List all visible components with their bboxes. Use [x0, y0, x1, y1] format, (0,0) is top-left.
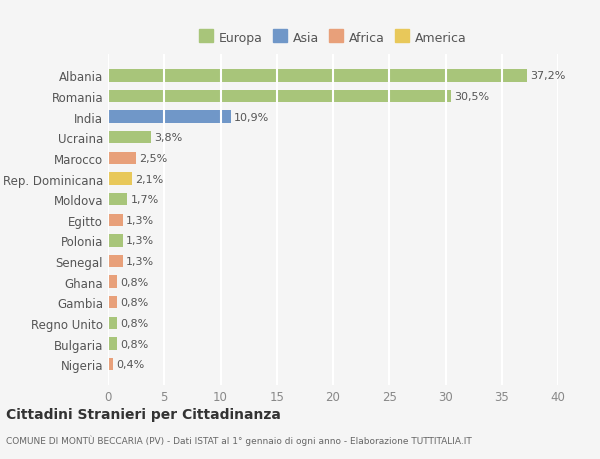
Text: 0,8%: 0,8% [121, 339, 149, 349]
Legend: Europa, Asia, Africa, America: Europa, Asia, Africa, America [196, 28, 470, 49]
Bar [108, 317, 117, 330]
Text: 30,5%: 30,5% [455, 92, 490, 102]
Bar [108, 358, 113, 370]
Text: Cittadini Stranieri per Cittadinanza: Cittadini Stranieri per Cittadinanza [6, 407, 281, 421]
Bar [108, 91, 451, 103]
Text: 1,3%: 1,3% [126, 257, 154, 267]
Text: 1,3%: 1,3% [126, 215, 154, 225]
Text: 3,8%: 3,8% [154, 133, 182, 143]
Bar [108, 111, 230, 123]
Text: 10,9%: 10,9% [234, 112, 269, 123]
Bar [108, 214, 122, 226]
Bar [108, 338, 117, 350]
Bar [108, 276, 117, 288]
Bar [108, 70, 527, 83]
Bar [108, 173, 131, 185]
Text: 0,4%: 0,4% [116, 359, 144, 369]
Bar [108, 255, 122, 268]
Text: 2,1%: 2,1% [135, 174, 163, 184]
Bar [108, 235, 122, 247]
Text: COMUNE DI MONTÙ BECCARIA (PV) - Dati ISTAT al 1° gennaio di ogni anno - Elaboraz: COMUNE DI MONTÙ BECCARIA (PV) - Dati IST… [6, 435, 472, 445]
Bar [108, 132, 151, 144]
Bar [108, 297, 117, 309]
Text: 1,7%: 1,7% [131, 195, 159, 205]
Text: 2,5%: 2,5% [139, 154, 168, 163]
Text: 0,8%: 0,8% [121, 277, 149, 287]
Text: 0,8%: 0,8% [121, 297, 149, 308]
Text: 37,2%: 37,2% [530, 71, 565, 81]
Bar [108, 194, 127, 206]
Text: 0,8%: 0,8% [121, 318, 149, 328]
Bar [108, 152, 136, 165]
Text: 1,3%: 1,3% [126, 236, 154, 246]
